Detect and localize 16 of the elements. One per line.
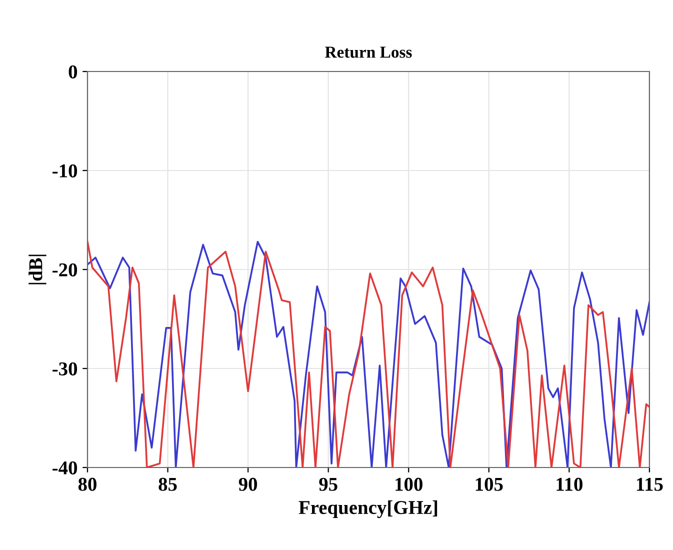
y-tick-label: -10 [52, 164, 78, 178]
x-tick-label: 80 [78, 478, 96, 491]
y-tick-label: -20 [52, 263, 78, 276]
y-tick-label: 0 [68, 65, 78, 78]
x-tick-label: 90 [238, 478, 258, 491]
chart-title: Return Loss [324, 46, 412, 58]
x-tick-label: 105 [476, 478, 503, 491]
y-tick-label: -30 [52, 362, 78, 376]
x-tick-label: 100 [396, 478, 422, 491]
y-axis-title: |dB| [28, 254, 46, 284]
x-tick-label: 85 [158, 478, 177, 491]
x-tick-label: 115 [636, 478, 663, 491]
x-tick-label: 95 [319, 478, 338, 491]
x-tick-label: 110 [556, 478, 582, 491]
x-axis-title: Frequency[GHz] [298, 500, 438, 518]
y-tick-label: -40 [52, 461, 78, 474]
